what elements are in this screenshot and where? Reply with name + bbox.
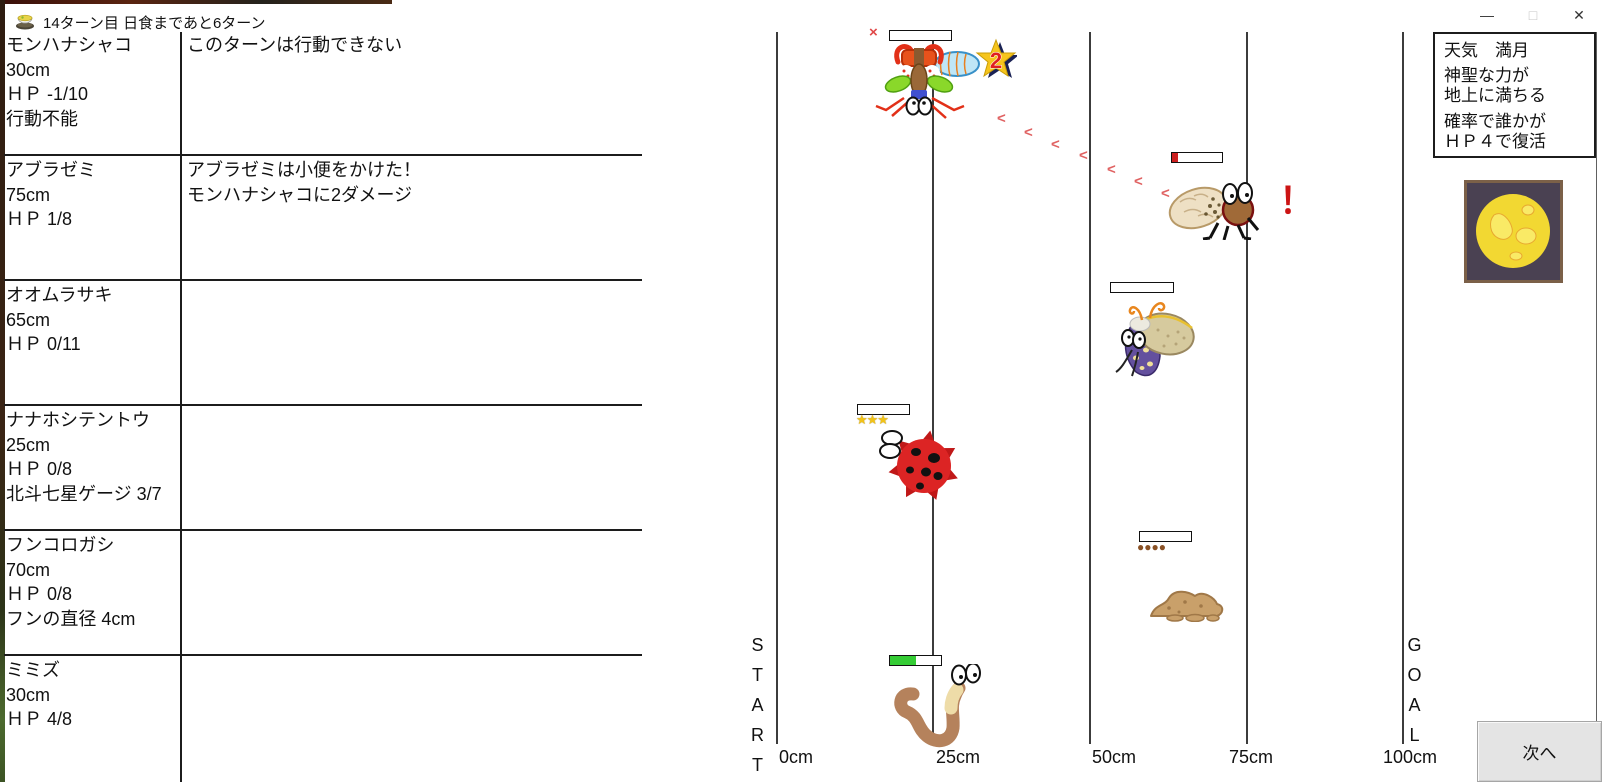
sprite-cicada: [1168, 182, 1260, 240]
roster-row-separator: [4, 404, 642, 406]
insect-name: モンハナシャコ: [6, 35, 132, 55]
goal-label: GOAL: [1407, 635, 1422, 745]
log-line: アブラゼミは小便をかけた！: [187, 160, 421, 180]
roster-row: ナナホシテントウ 25cm ＨＰ 0/8 北斗七星ゲージ 3/7: [6, 408, 178, 506]
weather-desc-line: 神聖な力が: [1444, 66, 1529, 85]
pee-drop-mark: <: [1107, 161, 1116, 178]
insect-extra: フンの直径 4cm: [6, 608, 136, 629]
hp-bar-cicada: [1171, 152, 1223, 163]
roster-row-separator: [4, 154, 642, 156]
pee-drop-mark: <: [1134, 173, 1143, 190]
roster-column-divider: [180, 32, 182, 782]
track-line-100cm: [1402, 32, 1404, 744]
pee-drop-mark: <: [1024, 124, 1033, 141]
insect-hp: ＨＰ 0/11: [6, 334, 81, 354]
insect-name: ナナホシテントウ: [6, 410, 150, 430]
revive-star-badge: 2: [975, 38, 1017, 78]
title-bar: 14ターン目 日食まであと6ターン: [5, 4, 1602, 32]
insect-size: 30cm: [6, 684, 51, 705]
alert-mark: ！: [1279, 180, 1316, 221]
weather-desc-line: 地上に満ちる: [1444, 86, 1546, 105]
roster-row: フンコロガシ 70cm ＨＰ 0/8 フンの直径 4cm: [6, 533, 178, 631]
desktop-edge-top: [0, 0, 392, 4]
insect-hp: ＨＰ 0/8: [6, 459, 73, 479]
hp-bar-butterfly: [1110, 282, 1174, 293]
app-icon: [16, 14, 34, 30]
insect-status: 行動不能: [6, 108, 78, 129]
weather-effect-line: 確率で誰かが: [1444, 112, 1546, 131]
insect-gauge: 北斗七星ゲージ 3/7: [6, 483, 162, 504]
hp-bar-ladybug: [857, 404, 910, 415]
insect-name: ミミズ: [6, 660, 60, 680]
insect-size: 70cm: [6, 559, 51, 580]
ko-mark: ×: [869, 24, 878, 41]
sprite-earthworm: [894, 664, 981, 748]
hp-fill: [890, 656, 916, 665]
insect-size: 25cm: [6, 434, 51, 455]
sprite-mantis-shrimp: [875, 44, 980, 119]
track-line-25cm: [932, 32, 934, 744]
weather-title: 天気 満月: [1444, 41, 1529, 60]
battle-log: このターンは行動できない: [187, 33, 637, 58]
insect-hp: ＨＰ 4/8: [6, 709, 73, 729]
star-badge-number: 2: [990, 48, 1002, 73]
insect-size: 65cm: [6, 309, 51, 330]
roster-row-separator: [4, 279, 642, 281]
hp-bar-mantis-shrimp: [889, 30, 952, 41]
battle-log: アブラゼミは小便をかけた！ モンハナシャコに2ダメージ: [187, 158, 637, 207]
sprite-dung-pile: [1150, 590, 1224, 622]
roster-row-separator: [4, 654, 642, 656]
hp-fill: [1172, 153, 1179, 162]
tick-100cm: 100cm: [1383, 747, 1438, 767]
next-turn-button[interactable]: 次へ: [1477, 721, 1602, 782]
track-line-0cm: [776, 32, 778, 744]
next-turn-label: 次へ: [1522, 744, 1557, 763]
roster-row: ミミズ 30cm ＨＰ 4/8: [6, 658, 178, 732]
hp-bar-dung-beetle: [1139, 531, 1192, 542]
desktop-edge-left: [0, 0, 5, 782]
tick-50cm: 50cm: [1092, 747, 1137, 767]
weather-effect-line: ＨＰ４で復活: [1444, 132, 1546, 151]
tick-75cm: 75cm: [1229, 747, 1274, 767]
log-line: このターンは行動できない: [187, 35, 403, 55]
hp-bar-earthworm: [889, 655, 942, 666]
tick-0cm: 0cm: [779, 747, 814, 767]
weather-panel: 天気 満月 神聖な力が 地上に満ちる 確率で誰かが ＨＰ４で復活: [1433, 32, 1596, 158]
start-label: START: [751, 635, 764, 775]
maximize-button[interactable]: □: [1528, 7, 1538, 23]
roster-row-separator: [4, 529, 642, 531]
pee-drop-mark: <: [1051, 136, 1060, 153]
dung-size-dots: ●●●●: [1137, 540, 1166, 554]
insect-hp: ＨＰ 1/8: [6, 209, 73, 229]
roster-row: アブラゼミ 75cm ＨＰ 1/8: [6, 158, 178, 232]
insect-name: フンコロガシ: [6, 535, 115, 555]
insect-hp: ＨＰ 0/8: [6, 584, 73, 604]
sprite-butterfly: [1115, 302, 1195, 377]
window-right-border: [1596, 32, 1597, 721]
track-line-75cm: [1246, 32, 1248, 744]
roster-row: モンハナシャコ 30cm ＨＰ -1/10 行動不能: [6, 33, 178, 131]
big-dipper-gauge-stars: ★★★: [856, 412, 889, 427]
insect-name: アブラゼミ: [6, 160, 96, 180]
tick-25cm: 25cm: [936, 747, 981, 767]
insect-size: 75cm: [6, 184, 51, 205]
insect-name: オオムラサキ: [6, 285, 113, 305]
minimize-button[interactable]: —: [1480, 7, 1494, 23]
insect-hp: ＨＰ -1/10: [6, 84, 89, 104]
window-title: 14ターン目 日食まであと6ターン: [43, 15, 266, 32]
insect-size: 30cm: [6, 59, 51, 80]
log-line: モンハナシャコに2ダメージ: [187, 184, 413, 205]
pee-drop-mark: <: [1161, 185, 1170, 202]
roster-row: オオムラサキ 65cm ＨＰ 0/11: [6, 283, 178, 357]
track-line-50cm: [1089, 32, 1091, 744]
pee-drop-mark: <: [1079, 147, 1088, 164]
sprite-ladybug: [879, 430, 958, 500]
full-moon-image: [1464, 180, 1563, 283]
pee-drop-mark: <: [997, 110, 1006, 127]
close-button[interactable]: ✕: [1573, 6, 1585, 23]
